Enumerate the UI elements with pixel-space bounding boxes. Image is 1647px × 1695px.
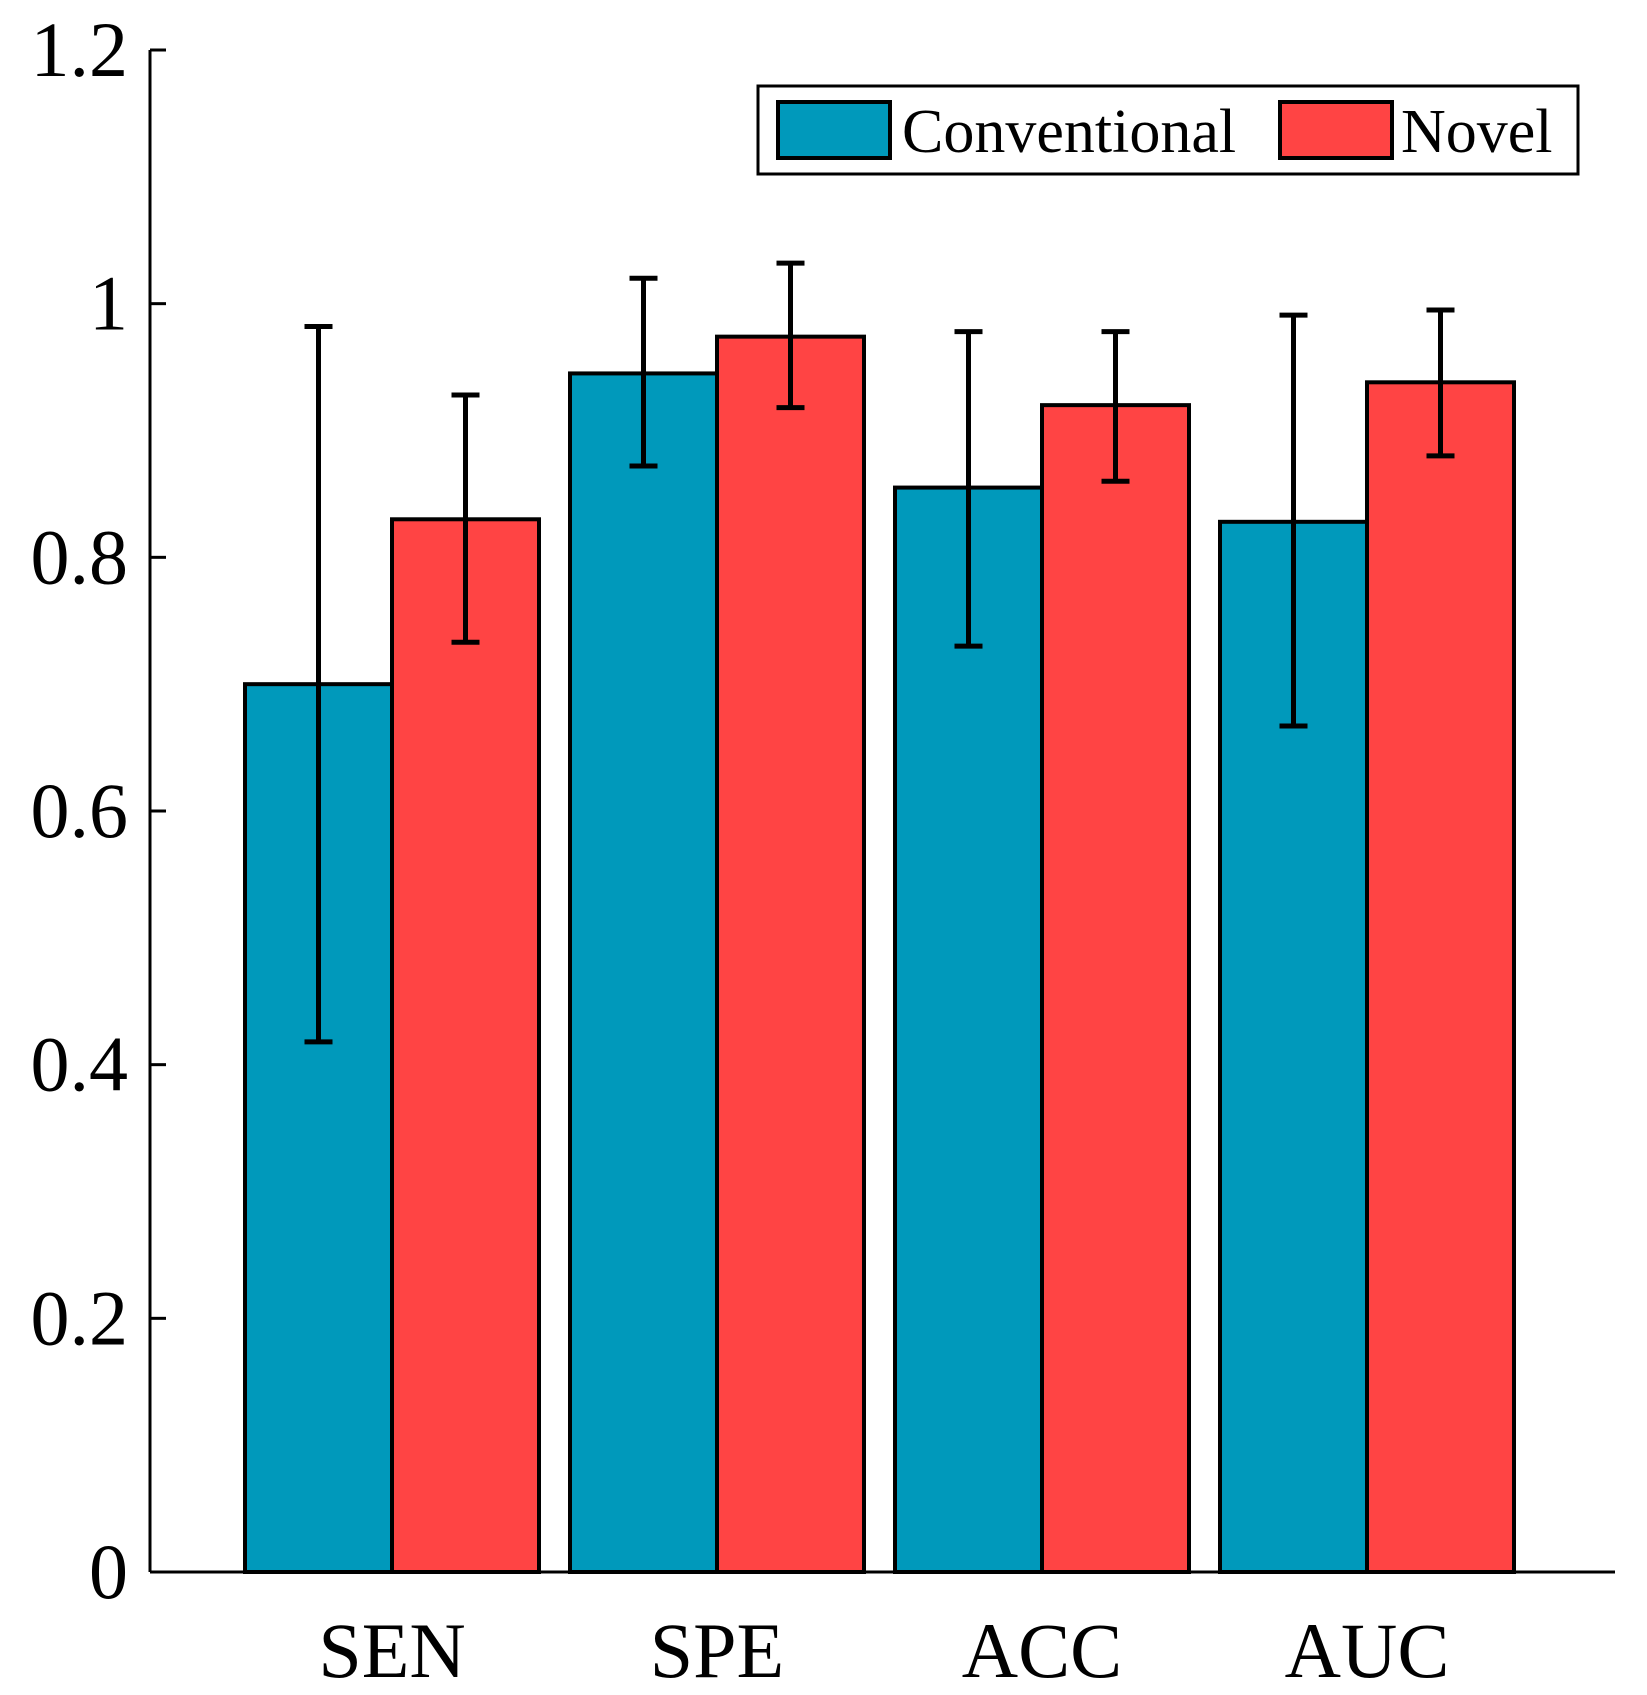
bars-layer <box>243 260 1516 1575</box>
error-bar-novel-acc <box>1101 329 1130 484</box>
x-tick-label-acc: ACC <box>962 1607 1122 1694</box>
y-ticks: 0 0.2 0.4 0.6 0.8 1 1.2 <box>31 6 166 1615</box>
error-bar-novel-auc <box>1426 307 1455 459</box>
bar-novel-spe <box>715 334 866 1575</box>
y-tick-label: 1 <box>89 260 128 347</box>
bar-novel-auc <box>1365 380 1516 1574</box>
legend-label-novel: Novel <box>1401 98 1553 166</box>
x-tick-label-sen: SEN <box>318 1607 465 1694</box>
error-bar-conventional-auc <box>1279 312 1308 729</box>
y-tick-label: 0.4 <box>31 1021 129 1108</box>
bar-novel-sen <box>390 517 541 1574</box>
x-ticks: SEN SPE ACC AUC <box>318 1607 1449 1694</box>
legend-label-conventional: Conventional <box>902 98 1236 166</box>
y-tick-label: 0.2 <box>31 1274 129 1361</box>
bar-novel-acc <box>1040 403 1191 1575</box>
error-bar-novel-sen <box>451 392 480 645</box>
error-bar-conventional-spe <box>629 275 658 469</box>
legend-swatch-novel <box>1278 100 1394 160</box>
x-tick-label-auc: AUC <box>1285 1607 1450 1694</box>
legend: Conventional Novel <box>756 84 1580 176</box>
y-tick-label: 0.6 <box>31 767 129 854</box>
legend-swatch-conventional <box>776 100 892 160</box>
y-tick-label: 0.8 <box>31 513 129 600</box>
bar-conventional-acc <box>893 485 1044 1575</box>
error-bar-conventional-sen <box>304 323 333 1045</box>
x-tick-label-spe: SPE <box>650 1607 784 1694</box>
y-tick-label: 1.2 <box>31 6 129 93</box>
legend-box <box>756 84 1580 176</box>
error-bar-conventional-acc <box>954 329 983 649</box>
error-bar-novel-spe <box>776 260 805 411</box>
y-tick-label: 0 <box>89 1528 128 1615</box>
bar-conventional-spe <box>568 371 719 1574</box>
